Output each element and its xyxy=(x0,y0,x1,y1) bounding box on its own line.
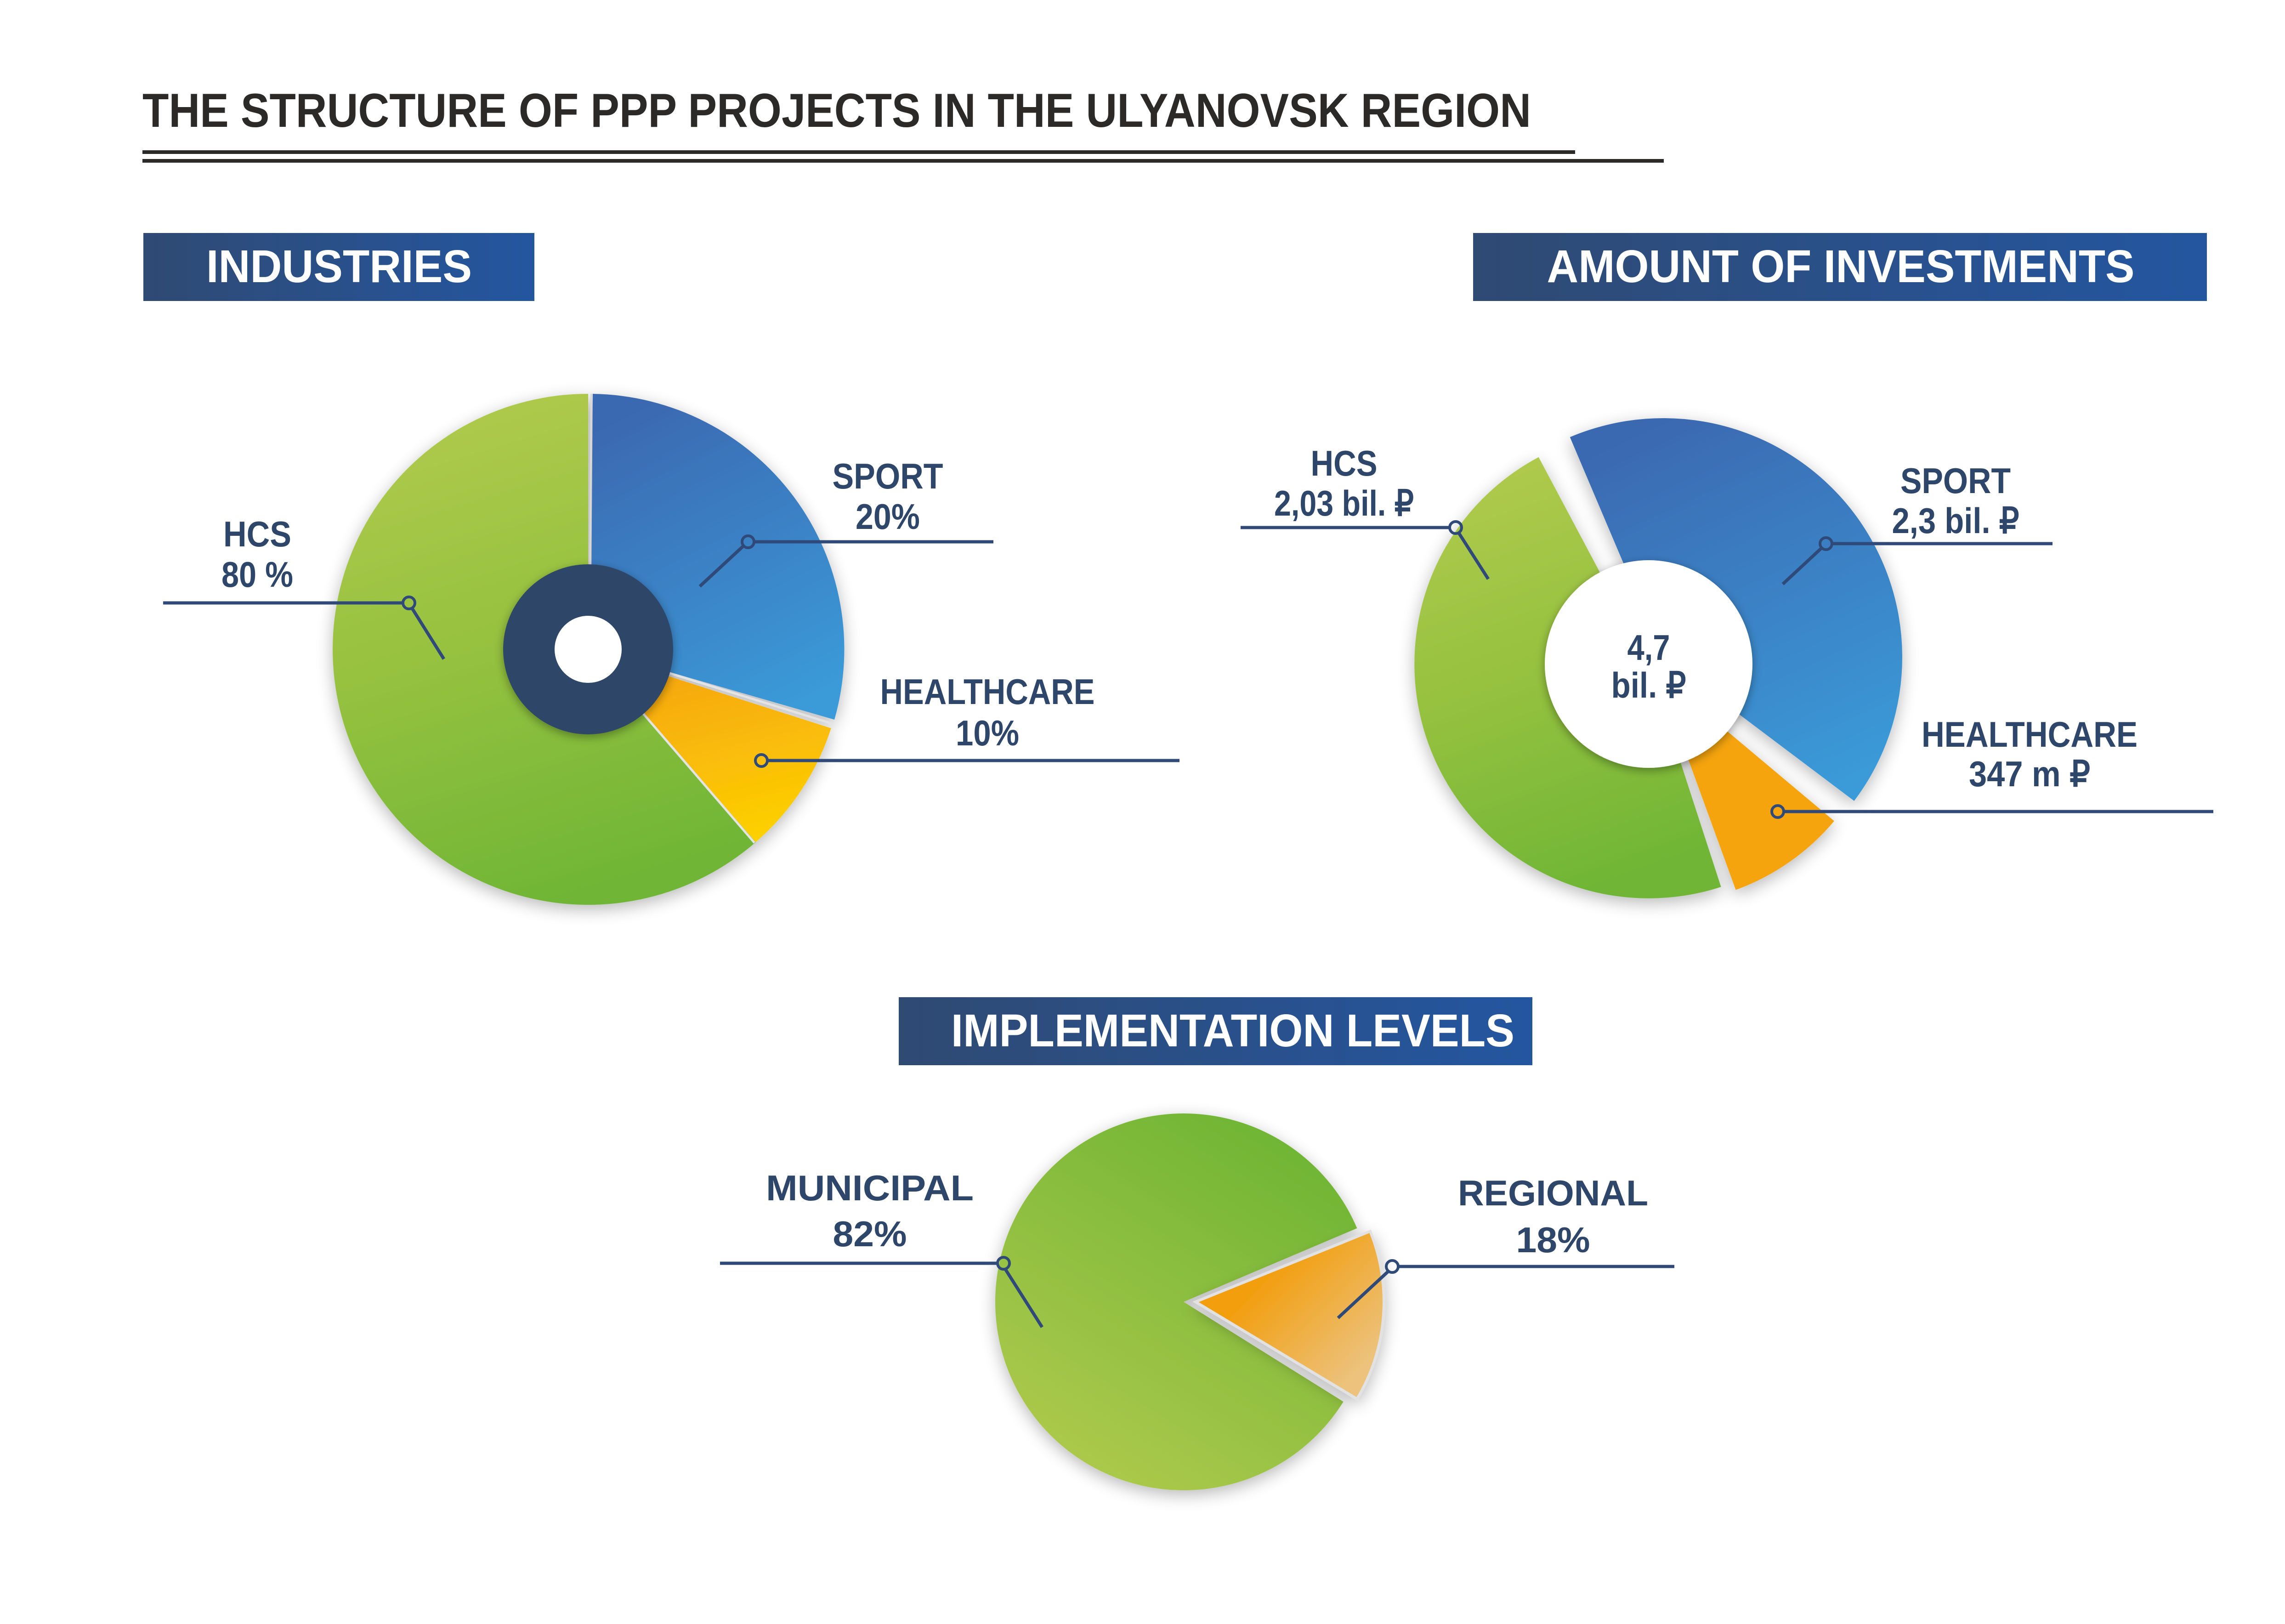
industries-label-sport: SPORT 20% xyxy=(698,456,993,588)
industries-healthcare-name: HEALTHCARE xyxy=(880,671,1095,712)
industries-sport-name: SPORT xyxy=(833,456,943,496)
banner-industries: INDUSTRIES xyxy=(143,233,534,301)
investments-sport-name: SPORT xyxy=(1900,460,2011,501)
page-title: THE STRUCTURE OF PPP PROJECTS IN THE ULY… xyxy=(142,84,1531,137)
implementation-slice-regional xyxy=(1192,1229,1385,1401)
implementation-pie-chart xyxy=(995,1113,1385,1491)
investments-healthcare-value: 347 m ₽ xyxy=(1969,754,2090,794)
industries-hcs-name: HCS xyxy=(223,514,291,554)
leader-dot-icon xyxy=(1819,536,1833,551)
investments-label-hcs: HCS 2,03 bil. ₽ xyxy=(1241,443,1490,580)
implementation-municipal-value: 82% xyxy=(833,1214,907,1254)
industries-sport-value: 20% xyxy=(856,496,920,537)
implementation-municipal-name: MUNICIPAL xyxy=(766,1168,974,1208)
title-underline-bottom xyxy=(142,159,1664,163)
implementation-slice-municipal xyxy=(995,1113,1357,1491)
investments-label-sport: SPORT 2,3 bil. ₽ xyxy=(1781,460,2053,585)
investments-total-value: 4,7 xyxy=(1627,627,1670,668)
investments-label-healthcare: HEALTHCARE 347 m ₽ xyxy=(1770,714,2213,819)
investments-healthcare-name: HEALTHCARE xyxy=(1922,714,2138,755)
industries-label-healthcare: HEALTHCARE 10% xyxy=(754,671,1179,768)
leader-dot-icon xyxy=(1770,804,1785,819)
implementation-label-municipal: MUNICIPAL 82% xyxy=(720,1168,1043,1328)
leader-dot-icon xyxy=(741,534,755,549)
banner-implementation: IMPLEMENTATION LEVELS xyxy=(899,997,1532,1065)
implementation-label-regional: REGIONAL 18% xyxy=(1337,1173,1674,1319)
banner-investments: AMOUNT OF INVESTMENTS xyxy=(1473,233,2207,301)
industries-pie-chart xyxy=(333,393,845,905)
implementation-regional-name: REGIONAL xyxy=(1458,1173,1648,1213)
page-header: THE STRUCTURE OF PPP PROJECTS IN THE ULY… xyxy=(142,84,1664,163)
leader-dot-icon xyxy=(1448,520,1463,535)
investments-donut-chart: 4,7 bil. ₽ xyxy=(1414,418,1903,898)
implementation-regional-value: 18% xyxy=(1516,1220,1590,1260)
industries-healthcare-value: 10% xyxy=(956,713,1019,753)
investments-total-unit: bil. ₽ xyxy=(1611,665,1686,705)
investments-center-hole xyxy=(1545,560,1752,768)
industries-hcs-value: 80 % xyxy=(221,554,293,595)
banner-industries-label: INDUSTRIES xyxy=(206,241,472,292)
leader-dot-icon xyxy=(402,596,416,610)
leader-dot-icon xyxy=(754,753,769,768)
banner-implementation-label: IMPLEMENTATION LEVELS xyxy=(951,1005,1514,1056)
investments-hcs-name: HCS xyxy=(1311,443,1378,483)
investments-sport-value: 2,3 bil. ₽ xyxy=(1892,500,2019,541)
title-underline-top xyxy=(142,150,1575,154)
industries-label-hcs: HCS 80 % xyxy=(163,514,445,660)
banner-investments-label: AMOUNT OF INVESTMENTS xyxy=(1547,241,2135,292)
leader-dot-icon xyxy=(1385,1259,1400,1274)
investments-hcs-value: 2,03 bil. ₽ xyxy=(1274,483,1414,523)
leader-dot-icon xyxy=(996,1256,1011,1271)
industries-center-hole xyxy=(555,616,622,683)
